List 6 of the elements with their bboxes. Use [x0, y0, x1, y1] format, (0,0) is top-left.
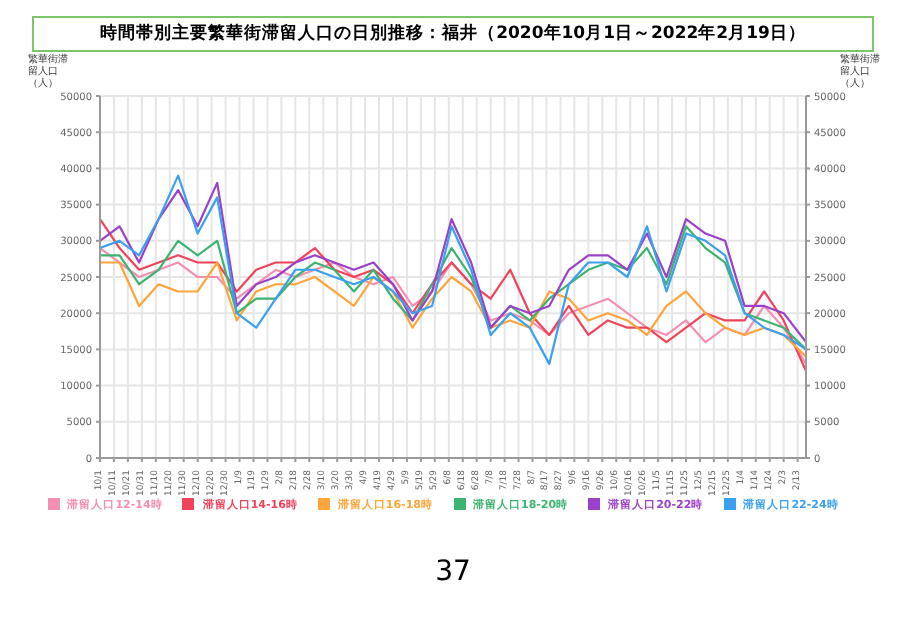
line-series	[100, 217, 806, 373]
chart-title: 時間帯別主要繁華街滞留人口の日別推移：福井（2020年10月1日～2022年2月19日）	[32, 16, 874, 52]
line-series	[100, 246, 806, 365]
line-series	[100, 261, 806, 358]
text: 37	[433, 556, 473, 588]
line-series	[100, 225, 806, 351]
